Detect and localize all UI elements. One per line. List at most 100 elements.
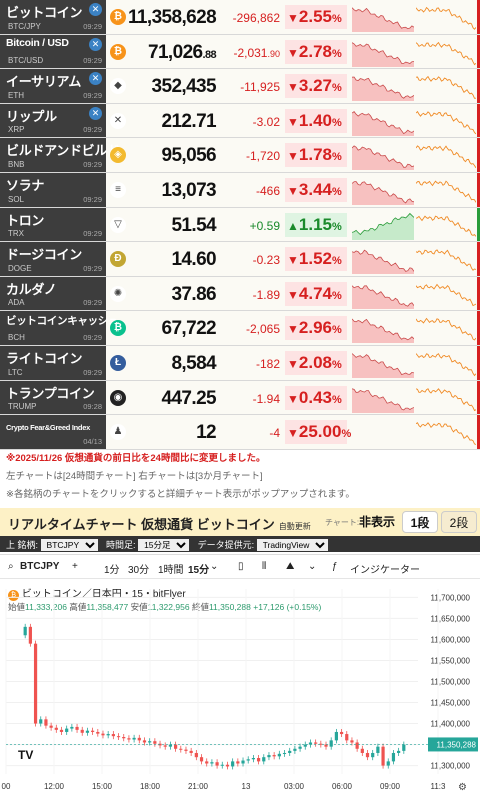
3month-sparkline[interactable] [416, 2, 476, 32]
candle [397, 750, 401, 753]
24h-sparkline[interactable] [352, 348, 414, 378]
indicator-icon[interactable]: ƒ [332, 561, 338, 572]
coin-name-cell[interactable]: Crypto Fear&Greed Index 04/13 [0, 415, 106, 449]
hide-button[interactable]: 非表示 [358, 515, 395, 529]
y-tick-label: 11,400,000 [431, 720, 471, 729]
price-value: 11,358,628 [128, 7, 217, 28]
bnb-icon: ◈ [110, 147, 126, 164]
candle [308, 742, 313, 745]
24h-sparkline[interactable] [352, 279, 414, 309]
coin-name-cell[interactable]: リップル XRP 09:29 ✕ [0, 103, 106, 138]
indicator-button[interactable]: インジケーター [350, 565, 420, 576]
x-social-icon[interactable]: ✕ [89, 37, 102, 51]
coin-name-cell[interactable]: イーサリアム ETH 09:29 ✕ [0, 69, 106, 103]
coin-name-cell[interactable]: ドージコイン DOGE 09:29 [0, 242, 106, 276]
two-row-button[interactable]: 2段 [441, 511, 477, 533]
one-row-button[interactable]: 1段 [402, 511, 438, 533]
24h-sparkline[interactable] [352, 244, 414, 275]
coin-name-cell[interactable]: ビルドアンドビルド BNB 09:29 [0, 138, 120, 172]
coin-name-cell[interactable]: トロン TRX 09:29 [0, 207, 106, 242]
candle [205, 761, 209, 764]
coin-name-cell[interactable]: ビットコインキャッシュ BCH 09:29 [0, 311, 119, 345]
24h-sparkline[interactable] [352, 383, 414, 413]
24h-sparkline[interactable] [352, 2, 414, 32]
3month-sparkline[interactable] [416, 244, 476, 274]
24h-sparkline[interactable] [352, 106, 414, 136]
symbol-select[interactable]: BTCJPY [40, 539, 98, 551]
x-social-icon[interactable]: ✕ [89, 3, 102, 16]
area-chart-icon[interactable]: ⛰ [286, 561, 295, 572]
tradingview-chart[interactable]: ⌕ BTCJPY + 1分 30分 1時間 15分 ⌄ ▯ ⫴ ⛰ ⌄ ƒ イン… [0, 554, 480, 795]
coin-name: ドージコイン [6, 247, 82, 263]
percent-change: ▼2.96% [285, 316, 347, 341]
price-plot[interactable]: 11,700,000 11,650,000 11,600,000 11,550,000… [0, 579, 480, 796]
provider-select[interactable]: TradingView [256, 539, 328, 551]
3month-sparkline[interactable] [416, 106, 476, 136]
3month-sparkline[interactable] [416, 140, 476, 170]
coin-name-cell[interactable]: ビットコイン BTC/JPY 09:29 ✕ [0, 0, 106, 34]
3month-sparkline[interactable] [416, 417, 476, 447]
candle [44, 719, 48, 726]
coin-symbol: TRX [8, 229, 24, 239]
candle [158, 743, 162, 746]
3month-sparkline[interactable] [416, 175, 476, 205]
candle [23, 626, 27, 636]
coin-name-cell[interactable]: カルダノ ADA 09:29 [0, 276, 106, 311]
3month-sparkline[interactable] [416, 71, 476, 101]
price-row: ドージコイン DOGE 09:29 Ð 14.60 -0.23 ▼1.52% [0, 242, 480, 277]
24h-sparkline[interactable] [352, 140, 414, 171]
coin-name-cell[interactable]: ライトコイン LTC 09:29 [0, 345, 106, 380]
x-tick-label: 15:00 [92, 782, 113, 791]
candle [132, 737, 136, 740]
tf-30m[interactable]: 30分 [128, 565, 150, 576]
candle-type-icon[interactable]: ▯ [238, 561, 244, 572]
x-tick-label: 12:00 [44, 782, 65, 791]
candle [142, 740, 147, 743]
3month-sparkline[interactable] [416, 383, 476, 413]
24h-sparkline[interactable] [352, 175, 414, 205]
x-social-icon[interactable]: ✕ [89, 72, 102, 86]
chevron-down-icon[interactable]: ⌄ [210, 561, 219, 572]
tf-15m[interactable]: 15分 [188, 565, 210, 576]
coin-name: Bitcoin / USD [6, 36, 69, 49]
arrow-down-icon: ▼ [287, 426, 299, 441]
search-icon[interactable]: ⌕ [8, 561, 14, 572]
update-time: 09:29 [83, 298, 102, 308]
24h-sparkline[interactable] [352, 37, 414, 67]
24h-sparkline[interactable] [352, 210, 414, 240]
candle-style-icon[interactable]: ⫴ [262, 561, 267, 572]
x-social-icon[interactable]: ✕ [89, 106, 102, 120]
coin-name-cell[interactable]: トランプコイン TRUMP 09:28 [0, 380, 106, 415]
update-time: 09:29 [83, 367, 102, 377]
24h-sparkline[interactable] [352, 313, 414, 344]
chevron-down-icon[interactable]: ⌄ [308, 561, 317, 572]
price-value: 95,056 [161, 145, 216, 167]
coin-name-cell[interactable]: ソラナ SOL 09:29 [0, 172, 106, 207]
candle [319, 743, 323, 745]
y-tick-label: 11,700,000 [431, 593, 471, 602]
price-row: ソラナ SOL 09:29 ≡ 13,073 -466 ▼3.44% [0, 172, 480, 208]
interval-select[interactable]: 15分足 [138, 539, 190, 551]
tv-symbol[interactable]: BTCJPY [20, 561, 60, 572]
ohlc-close: 11,350,288 [208, 602, 251, 612]
y-tick-label: 11,600,000 [431, 635, 471, 644]
arrow-down-icon: ▼ [287, 11, 299, 25]
3month-sparkline[interactable] [416, 210, 476, 240]
add-icon[interactable]: + [72, 561, 78, 572]
3month-sparkline[interactable] [416, 279, 476, 309]
coin-name: ライトコイン [6, 350, 83, 366]
change-value: -296,862 [232, 11, 280, 25]
3month-sparkline[interactable] [416, 348, 476, 378]
y-tick-label: 11,550,000 [431, 656, 471, 665]
3month-sparkline[interactable] [416, 37, 476, 67]
update-time: 09:29 [83, 90, 102, 100]
coin-name-cell[interactable]: Bitcoin / USD BTC/USD 09:29 ✕ [0, 34, 106, 69]
arrow-down-icon: ▼ [287, 80, 299, 95]
tron-icon: ▽ [110, 216, 126, 233]
3month-sparkline[interactable] [416, 313, 476, 343]
24h-sparkline[interactable] [352, 71, 414, 102]
tf-1m[interactable]: 1分 [104, 565, 120, 576]
change-value: -0.23 [252, 253, 280, 268]
arrow-down-icon: ▼ [287, 149, 299, 164]
tf-1h[interactable]: 1時間 [158, 565, 184, 576]
